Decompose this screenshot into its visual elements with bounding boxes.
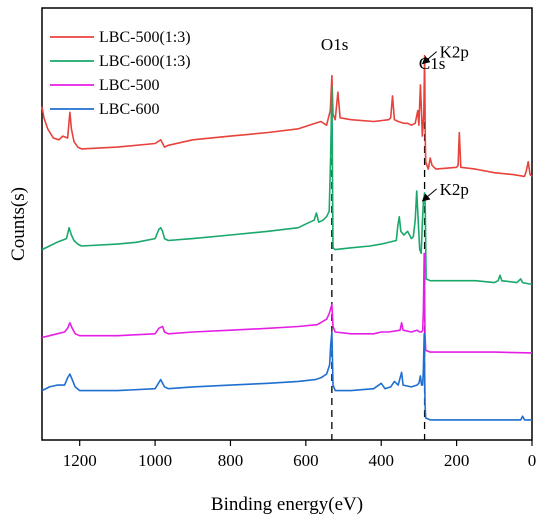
x-tick-label: 200 [444, 451, 470, 470]
plot-frame-group [41, 7, 533, 441]
x-tick-label: 1000 [138, 451, 172, 470]
legend-label-4: LBC-600 [99, 101, 159, 118]
legend-label-1: LBC-500(1:3) [99, 29, 191, 46]
y-axis-label: Counts(s) [8, 187, 29, 261]
x-tick-label: 600 [293, 451, 319, 470]
x-tick-label: 400 [368, 451, 394, 470]
series-line-3 [41, 252, 533, 354]
annotation-arrow-3 [421, 51, 437, 65]
legend: LBC-500(1:3) LBC-600(1:3) LBC-500 LBC-600 [50, 29, 191, 118]
series-line-4 [41, 331, 532, 421]
series-line-1 [41, 54, 533, 178]
x-tick-label: 800 [218, 451, 244, 470]
plot-frame [41, 7, 533, 441]
annotation-label-4: K2p [440, 180, 469, 199]
legend-label-2: LBC-600(1:3) [99, 53, 191, 70]
annotation-arrow-4 [421, 188, 437, 202]
x-axis-ticks: 1200 1000 800 600 400 200 0 [63, 440, 537, 470]
annotation-label-3: K2p [440, 43, 469, 62]
x-tick-label: 0 [528, 451, 537, 470]
series-lines [41, 54, 533, 421]
x-axis-label: Binding energy(eV) [211, 494, 363, 515]
x-tick-label: 1200 [63, 451, 97, 470]
annotation-label-1: O1s [321, 35, 348, 54]
legend-label-3: LBC-500 [99, 77, 159, 94]
series-line-2 [41, 85, 533, 286]
